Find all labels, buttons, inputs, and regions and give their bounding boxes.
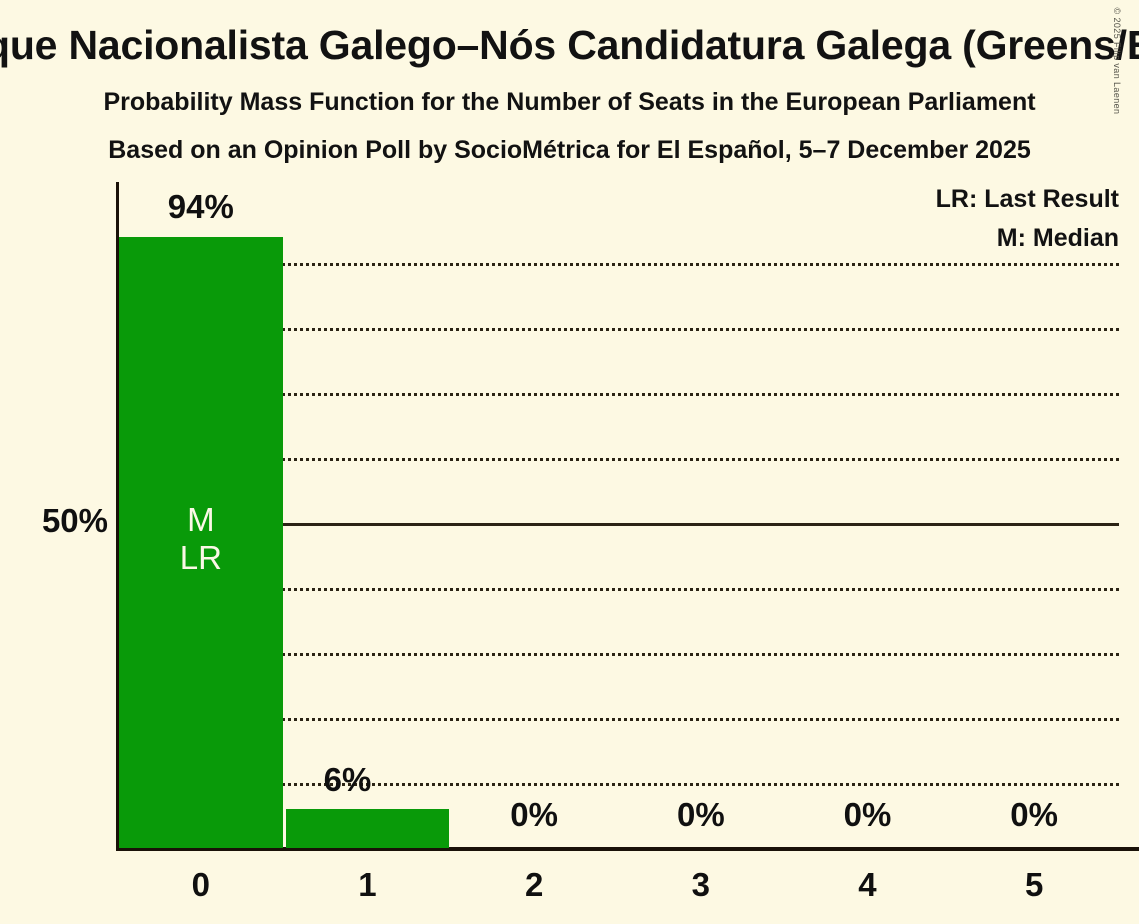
gridline-70: [119, 393, 1119, 396]
x-tick-5: 5: [1024, 866, 1044, 903]
x-tick-0: 0: [191, 866, 210, 903]
copyright-notice: © 2025 Filip van Laenen: [1112, 7, 1122, 115]
y-axis-line: [116, 182, 119, 848]
gridline-40: [119, 588, 1119, 591]
bar-marker-labels-0: M LR: [119, 501, 283, 577]
gridline-80: [119, 328, 1119, 331]
page-title: Bloque Nacionalista Galego–Nós Candidatu…: [0, 22, 1139, 68]
bar-value-label-1: 6%: [323, 761, 372, 798]
bar-value-label-3: 0%: [676, 796, 725, 833]
x-axis-line: [116, 847, 1139, 851]
bar-value-label-5: 0%: [1010, 796, 1058, 833]
y-axis-tick-50: 50%: [41, 502, 108, 539]
legend-median: M: Median: [996, 224, 1119, 252]
legend-last-result: LR: Last Result: [935, 185, 1119, 213]
bar-seat-0: M LR: [119, 237, 283, 848]
x-tick-1: 1: [358, 866, 377, 903]
plot-area: M LR 94% 6% 0% 0% 0% 0%: [116, 182, 1139, 851]
median-marker: M: [187, 501, 215, 538]
x-tick-3: 3: [691, 866, 710, 903]
gridline-20: [119, 718, 1119, 721]
chart-subtitle: Probability Mass Function for the Number…: [103, 88, 1036, 116]
gridline-50: [119, 523, 1119, 526]
x-tick-2: 2: [524, 866, 544, 903]
gridline-30: [119, 653, 1119, 656]
bar-value-label-4: 0%: [843, 796, 892, 833]
bar-seat-1: [285, 809, 450, 848]
chart-source-note: Based on an Opinion Poll by SocioMétrica…: [108, 136, 1031, 164]
x-tick-4: 4: [858, 866, 877, 903]
last-result-marker: LR: [179, 539, 222, 576]
gridline-10: [119, 783, 1119, 786]
gridline-60: [119, 458, 1119, 461]
bar-value-label-2: 0%: [510, 796, 558, 833]
bar-value-label-0: 94%: [167, 188, 234, 225]
gridline-90: [119, 263, 1119, 266]
